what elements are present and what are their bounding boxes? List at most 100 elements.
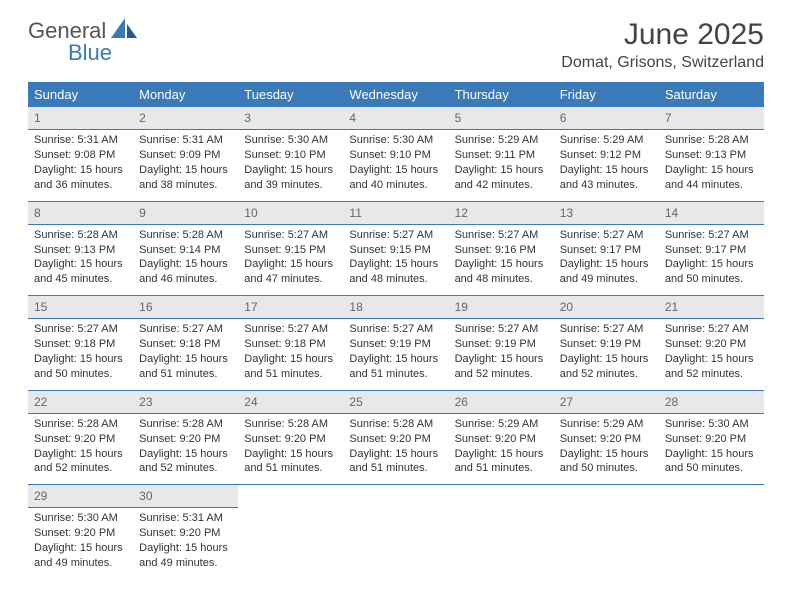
logo-text-blue: Blue [68,40,137,66]
sunset-text: Sunset: 9:17 PM [560,243,653,258]
day-number: 29 [28,485,133,508]
day-cell: Sunrise: 5:27 AMSunset: 9:18 PMDaylight:… [238,319,343,390]
sunset-text: Sunset: 9:18 PM [34,337,127,352]
day-cell: Sunrise: 5:29 AMSunset: 9:20 PMDaylight:… [449,413,554,484]
month-title: June 2025 [561,18,764,52]
weekday-header: Monday [133,82,238,107]
sunrise-text: Sunrise: 5:30 AM [34,511,127,526]
daynum-row: 22232425262728 [28,390,764,413]
daylight-text: Daylight: 15 hours and 52 minutes. [455,352,548,382]
sunrise-text: Sunrise: 5:28 AM [34,228,127,243]
sunset-text: Sunset: 9:10 PM [349,148,442,163]
day-cell: Sunrise: 5:29 AMSunset: 9:12 PMDaylight:… [554,130,659,201]
day-number: 13 [554,201,659,224]
empty-cell [238,508,343,579]
sunrise-text: Sunrise: 5:31 AM [139,511,232,526]
daylight-text: Daylight: 15 hours and 52 minutes. [560,352,653,382]
daynum-row: 1234567 [28,107,764,130]
day-number: 2 [133,107,238,130]
day-number: 24 [238,390,343,413]
empty-cell [659,485,764,508]
weekday-row: SundayMondayTuesdayWednesdayThursdayFrid… [28,82,764,107]
day-number: 12 [449,201,554,224]
title-block: June 2025 Domat, Grisons, Switzerland [561,18,764,72]
sunset-text: Sunset: 9:14 PM [139,243,232,258]
empty-cell [449,508,554,579]
sunset-text: Sunset: 9:18 PM [139,337,232,352]
daylight-text: Daylight: 15 hours and 46 minutes. [139,257,232,287]
sunrise-text: Sunrise: 5:27 AM [560,322,653,337]
day-number: 17 [238,296,343,319]
daylight-text: Daylight: 15 hours and 50 minutes. [665,447,758,477]
sunset-text: Sunset: 9:13 PM [665,148,758,163]
sunrise-text: Sunrise: 5:27 AM [244,228,337,243]
daylight-text: Daylight: 15 hours and 49 minutes. [34,541,127,571]
day-cell: Sunrise: 5:27 AMSunset: 9:20 PMDaylight:… [659,319,764,390]
sunrise-text: Sunrise: 5:28 AM [139,228,232,243]
day-number: 21 [659,296,764,319]
sunset-text: Sunset: 9:20 PM [455,432,548,447]
day-number: 1 [28,107,133,130]
sunrise-text: Sunrise: 5:29 AM [455,133,548,148]
day-number: 19 [449,296,554,319]
day-cell: Sunrise: 5:27 AMSunset: 9:19 PMDaylight:… [343,319,448,390]
content-row: Sunrise: 5:28 AMSunset: 9:13 PMDaylight:… [28,224,764,295]
weekday-header: Wednesday [343,82,448,107]
sunset-text: Sunset: 9:11 PM [455,148,548,163]
sunrise-text: Sunrise: 5:29 AM [455,417,548,432]
day-number: 6 [554,107,659,130]
day-cell: Sunrise: 5:27 AMSunset: 9:18 PMDaylight:… [28,319,133,390]
day-cell: Sunrise: 5:28 AMSunset: 9:13 PMDaylight:… [28,224,133,295]
sunset-text: Sunset: 9:20 PM [139,526,232,541]
sunset-text: Sunset: 9:15 PM [349,243,442,258]
logo-text-block: General Blue [28,18,137,66]
location: Domat, Grisons, Switzerland [561,54,764,72]
weekday-header: Thursday [449,82,554,107]
day-number: 16 [133,296,238,319]
sunrise-text: Sunrise: 5:28 AM [665,133,758,148]
day-number: 4 [343,107,448,130]
sunrise-text: Sunrise: 5:30 AM [349,133,442,148]
day-cell: Sunrise: 5:27 AMSunset: 9:16 PMDaylight:… [449,224,554,295]
day-number: 10 [238,201,343,224]
day-cell: Sunrise: 5:30 AMSunset: 9:20 PMDaylight:… [659,413,764,484]
day-number: 5 [449,107,554,130]
logo-sail-icon [111,18,137,38]
weekday-header: Sunday [28,82,133,107]
day-number: 8 [28,201,133,224]
day-cell: Sunrise: 5:31 AMSunset: 9:20 PMDaylight:… [133,508,238,579]
day-cell: Sunrise: 5:27 AMSunset: 9:19 PMDaylight:… [554,319,659,390]
sunset-text: Sunset: 9:20 PM [560,432,653,447]
daylight-text: Daylight: 15 hours and 51 minutes. [455,447,548,477]
sunrise-text: Sunrise: 5:27 AM [34,322,127,337]
sunrise-text: Sunrise: 5:29 AM [560,133,653,148]
day-number: 7 [659,107,764,130]
day-number: 20 [554,296,659,319]
day-number: 9 [133,201,238,224]
day-number: 23 [133,390,238,413]
sunrise-text: Sunrise: 5:28 AM [244,417,337,432]
sunset-text: Sunset: 9:20 PM [34,432,127,447]
empty-cell [343,508,448,579]
sunrise-text: Sunrise: 5:27 AM [244,322,337,337]
day-number: 14 [659,201,764,224]
daylight-text: Daylight: 15 hours and 52 minutes. [139,447,232,477]
day-cell: Sunrise: 5:28 AMSunset: 9:14 PMDaylight:… [133,224,238,295]
daylight-text: Daylight: 15 hours and 52 minutes. [34,447,127,477]
daylight-text: Daylight: 15 hours and 49 minutes. [139,541,232,571]
day-cell: Sunrise: 5:29 AMSunset: 9:20 PMDaylight:… [554,413,659,484]
daylight-text: Daylight: 15 hours and 51 minutes. [244,447,337,477]
sunrise-text: Sunrise: 5:27 AM [349,228,442,243]
daynum-row: 2930 [28,485,764,508]
sunset-text: Sunset: 9:13 PM [34,243,127,258]
sunrise-text: Sunrise: 5:30 AM [665,417,758,432]
daylight-text: Daylight: 15 hours and 50 minutes. [34,352,127,382]
empty-cell [343,485,448,508]
sunset-text: Sunset: 9:18 PM [244,337,337,352]
day-number: 26 [449,390,554,413]
sunrise-text: Sunrise: 5:29 AM [560,417,653,432]
day-cell: Sunrise: 5:27 AMSunset: 9:15 PMDaylight:… [343,224,448,295]
daylight-text: Daylight: 15 hours and 45 minutes. [34,257,127,287]
sunrise-text: Sunrise: 5:31 AM [139,133,232,148]
daynum-row: 15161718192021 [28,296,764,319]
